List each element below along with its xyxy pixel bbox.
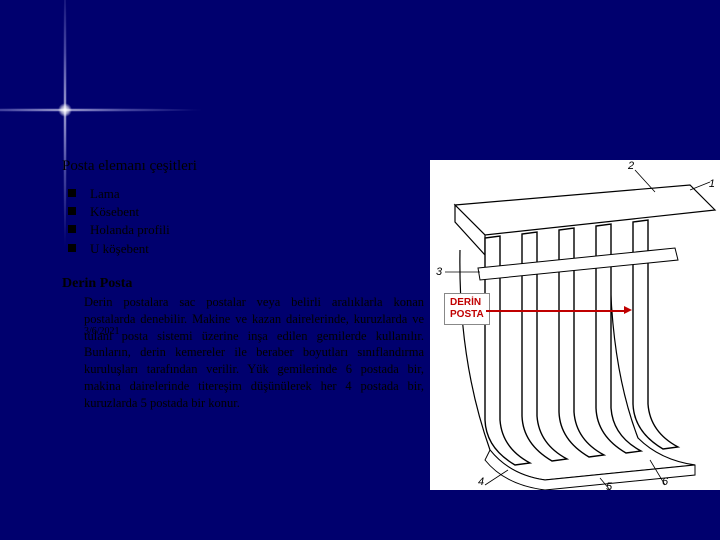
callout-arrow-head xyxy=(624,306,632,314)
figure-label-1: 1 xyxy=(709,178,715,190)
bullet-list: Lama Kösebent Holanda profili U köşebent xyxy=(68,185,442,258)
bullet-item: U köşebent xyxy=(68,240,442,258)
callout-label: DERİN POSTA xyxy=(444,293,490,325)
main-heading: Posta elemanı çeşitleri xyxy=(62,158,442,175)
bullet-item: Kösebent xyxy=(68,203,442,221)
figure-label-4: 4 xyxy=(478,476,484,488)
figure-label-2: 2 xyxy=(628,160,634,172)
section-title: Derin Posta xyxy=(62,276,442,292)
text-content: Posta elemanı çeşitleri Lama Kösebent Ho… xyxy=(62,158,442,412)
technical-figure: 1 2 3 4 5 6 DERİN POSTA xyxy=(430,160,720,490)
callout-arrow-line xyxy=(486,310,626,312)
figure-label-3: 3 xyxy=(436,266,442,278)
section-body: Derin postalara sac postalar veya belirl… xyxy=(84,294,424,412)
figure-label-6: 6 xyxy=(662,476,668,488)
lens-flare-core xyxy=(58,103,72,117)
figure-label-5: 5 xyxy=(606,481,612,493)
bullet-item: Lama xyxy=(68,185,442,203)
ship-frame-diagram xyxy=(430,160,720,490)
bullet-item: Holanda profili xyxy=(68,221,442,239)
slide-date: 3/6/2021 xyxy=(84,326,120,337)
